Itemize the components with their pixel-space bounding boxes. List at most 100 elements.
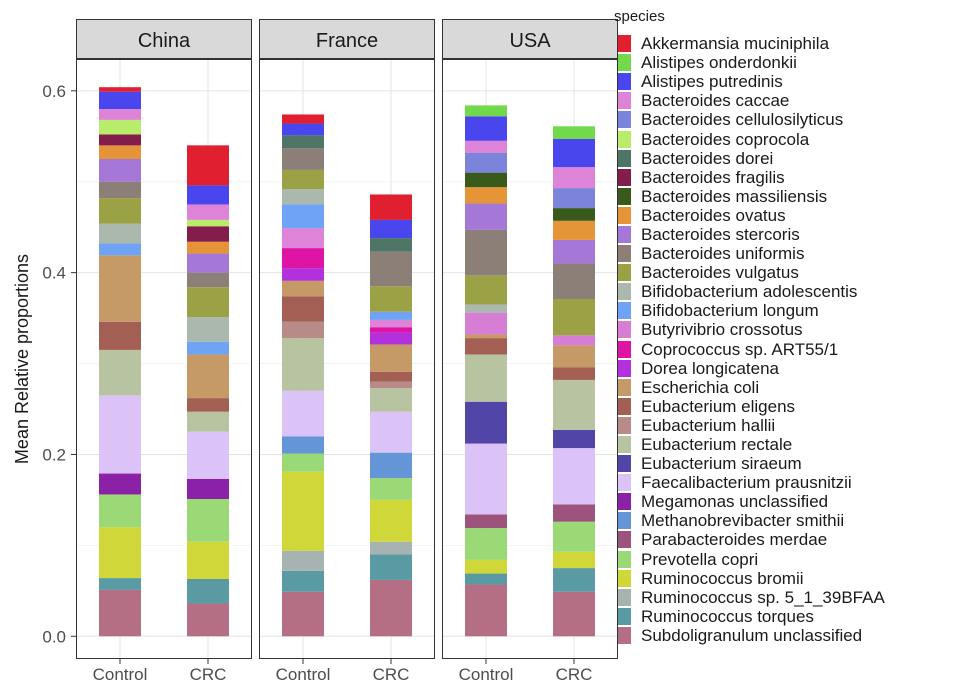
legend-item: Bacteroides fragilis — [614, 168, 969, 187]
legend-label: Eubacterium eligens — [641, 396, 796, 416]
legend-label: Bacteroides caccae — [641, 91, 790, 111]
legend-swatch — [618, 569, 631, 587]
bar-segment — [99, 119, 141, 135]
bar-segment — [187, 185, 229, 205]
bar-segment — [282, 390, 324, 437]
legend-item: Bacteroides ovatus — [614, 206, 969, 225]
legend-label: Bacteroides stercoris — [641, 224, 800, 244]
facet-strip — [76, 19, 252, 59]
bar-segment — [187, 579, 229, 604]
facet-title: China — [138, 30, 191, 52]
legend-swatch — [618, 397, 631, 415]
legend-item: Faecalibacterium prausnitzii — [614, 473, 969, 492]
bar-segment — [282, 570, 324, 592]
legend-item: Bacteroides stercoris — [614, 225, 969, 244]
bar-segment — [187, 431, 229, 479]
legend-item: Eubacterium siraeum — [614, 454, 969, 473]
bar-segment — [282, 123, 324, 136]
bar-segment — [370, 238, 412, 252]
legend-item: Alistipes onderdonkii — [614, 53, 969, 72]
facet-strip — [259, 19, 435, 59]
bar-segment — [99, 243, 141, 256]
bar-segment — [99, 91, 141, 109]
bar-segment — [282, 204, 324, 229]
bar-segment — [553, 167, 595, 189]
bar-segment — [282, 268, 324, 281]
bar-segment — [465, 559, 507, 574]
bar-segment — [187, 341, 229, 355]
bar-segment — [553, 521, 595, 552]
bar-segment — [99, 223, 141, 244]
bar-segment — [187, 226, 229, 242]
legend-swatch — [618, 302, 631, 320]
legend-swatch — [618, 512, 631, 530]
bar-segment — [465, 443, 507, 515]
bar-segment — [465, 172, 507, 188]
bar-segment — [187, 479, 229, 499]
bar-segment — [187, 145, 229, 186]
bar-segment — [553, 448, 595, 505]
x-tick-label: Control — [93, 665, 148, 681]
bar-segment — [465, 312, 507, 335]
legend-label: Bacteroides fragilis — [641, 167, 785, 187]
legend-label: Subdoligranulum unclassified — [641, 625, 863, 645]
legend-swatch — [618, 245, 631, 263]
bar-segment — [99, 395, 141, 474]
bar-segment — [465, 140, 507, 153]
bar-segment — [99, 589, 141, 637]
x-tick-label: Control — [276, 665, 331, 681]
bar-segment — [370, 286, 412, 312]
bar-segment — [553, 208, 595, 221]
legend-label: Alistipes putredinis — [641, 72, 783, 92]
legend-items: Akkermansia muciniphila Alistipes onderdo… — [614, 34, 969, 645]
legend-label: Eubacterium rectale — [641, 435, 793, 455]
y-tick-label: 0.2 — [42, 445, 66, 464]
bar-segment — [553, 568, 595, 592]
bar-segment — [99, 181, 141, 199]
legend-swatch — [618, 321, 631, 339]
bar-segment — [99, 321, 141, 350]
legend-swatch — [618, 35, 631, 53]
bar-segment — [187, 541, 229, 579]
legend-item: Bifidobacterium longum — [614, 301, 969, 320]
legend-label: Methanobrevibacter smithii — [641, 511, 845, 531]
bar-segment — [282, 338, 324, 391]
legend-swatch — [618, 92, 631, 110]
legend-item: Subdoligranulum unclassified — [614, 626, 969, 645]
bar-segment — [370, 541, 412, 555]
legend-item: Eubacterium rectale — [614, 435, 969, 454]
bar-segment — [282, 321, 324, 339]
bar-segment — [282, 550, 324, 571]
bar-segment — [465, 152, 507, 173]
legend-label: Akkermansia muciniphila — [641, 34, 830, 54]
bar-segment — [99, 578, 141, 590]
legend-swatch — [618, 283, 631, 301]
bar-segment — [187, 272, 229, 288]
legend-item: Bacteroides caccae — [614, 91, 969, 110]
legend-swatch — [618, 54, 631, 72]
legend-swatch — [618, 531, 631, 549]
legend-swatch — [618, 73, 631, 91]
legend-swatch — [618, 436, 631, 454]
x-tick-label: CRC — [373, 665, 410, 681]
legend-swatch — [618, 168, 631, 186]
legend-item: Dorea longicatena — [614, 359, 969, 378]
legend-item: Alistipes putredinis — [614, 72, 969, 91]
bar-segment — [370, 219, 412, 239]
panel-border — [442, 59, 618, 659]
bar-segment — [282, 436, 324, 454]
panel-border — [76, 59, 252, 659]
legend-item: Bacteroides vulgatus — [614, 263, 969, 282]
legend-label: Prevotella copri — [641, 549, 759, 569]
legend-swatch — [618, 225, 631, 243]
bar-segment — [99, 349, 141, 396]
bar-segment — [370, 311, 412, 320]
bar-segment — [187, 354, 229, 399]
bar-segment — [553, 345, 595, 368]
bar-segment — [282, 148, 324, 170]
legend-item: Bacteroides cellulosilyticus — [614, 110, 969, 129]
bar-segment — [370, 327, 412, 333]
legend-label: Escherichia coli — [641, 377, 760, 397]
bar-segment — [187, 317, 229, 342]
